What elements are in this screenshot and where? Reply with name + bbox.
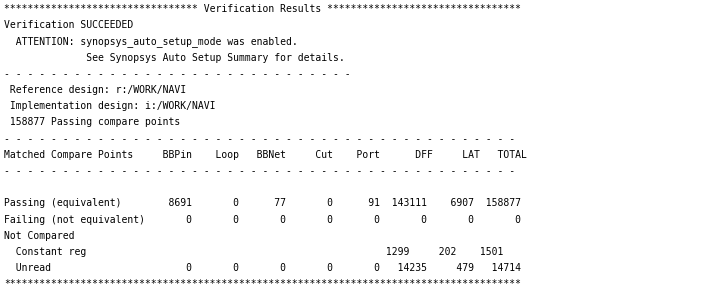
Text: Passing (equivalent)        8691       0      77       0      91  143111    6907: Passing (equivalent) 8691 0 77 0 91 1431…	[4, 198, 521, 208]
Text: ********************************* Verification Results *************************: ********************************* Verifi…	[4, 4, 521, 14]
Text: Verification SUCCEEDED: Verification SUCCEEDED	[4, 20, 133, 30]
Text: Reference design: r:/WORK/NAVI: Reference design: r:/WORK/NAVI	[4, 85, 186, 95]
Text: Not Compared: Not Compared	[4, 231, 75, 241]
Text: - - - - - - - - - - - - - - - - - - - - - - - - - - - - - - - - - - - - - - - - : - - - - - - - - - - - - - - - - - - - - …	[4, 134, 515, 144]
Text: ********************************************************************************: ****************************************…	[4, 280, 521, 289]
Text: Constant reg                                                   1299     202    1: Constant reg 1299 202 1	[4, 247, 503, 257]
Text: Failing (not equivalent)       0       0       0       0       0       0       0: Failing (not equivalent) 0 0 0 0 0 0 0	[4, 215, 521, 225]
Text: 158877 Passing compare points: 158877 Passing compare points	[4, 117, 180, 128]
Text: - - - - - - - - - - - - - - - - - - - - - - - - - - - - - - - - - - - - - - - - : - - - - - - - - - - - - - - - - - - - - …	[4, 166, 515, 176]
Text: - - - - - - - - - - - - - - - - - - - - - - - - - - - - - -: - - - - - - - - - - - - - - - - - - - - …	[4, 69, 351, 79]
Text: Implementation design: i:/WORK/NAVI: Implementation design: i:/WORK/NAVI	[4, 101, 216, 111]
Text: Unread                       0       0       0       0       0   14235     479  : Unread 0 0 0 0 0 14235 479	[4, 263, 521, 273]
Text: ATTENTION: synopsys_auto_setup_mode was enabled.: ATTENTION: synopsys_auto_setup_mode was …	[4, 36, 298, 47]
Text: See Synopsys Auto Setup Summary for details.: See Synopsys Auto Setup Summary for deta…	[4, 53, 344, 63]
Text: Matched Compare Points     BBPin    Loop   BBNet     Cut    Port      DFF     LA: Matched Compare Points BBPin Loop BBNet …	[4, 150, 527, 160]
